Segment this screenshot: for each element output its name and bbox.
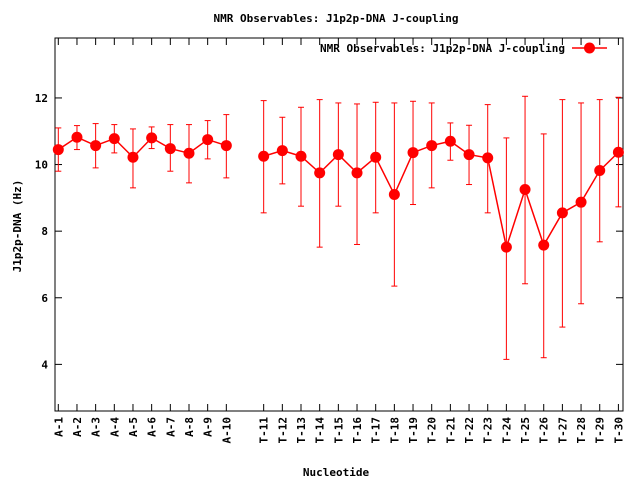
data-point bbox=[90, 140, 102, 152]
x-tick-label: A-9 bbox=[202, 417, 215, 437]
x-tick-label: A-4 bbox=[108, 417, 121, 437]
data-point bbox=[351, 167, 363, 179]
data-point bbox=[444, 135, 456, 147]
series-line-segment bbox=[263, 140, 619, 251]
x-tick-label: T-17 bbox=[370, 417, 383, 444]
data-point bbox=[482, 152, 494, 164]
data-point bbox=[202, 134, 214, 146]
x-tick-label: A-2 bbox=[71, 417, 84, 437]
data-point bbox=[295, 150, 307, 162]
x-tick-label: T-11 bbox=[258, 417, 271, 444]
x-tick-label: T-28 bbox=[575, 417, 588, 444]
y-tick-label: 4 bbox=[41, 358, 48, 371]
x-tick-label: T-25 bbox=[519, 417, 532, 444]
x-tick-label: A-7 bbox=[164, 417, 177, 437]
x-tick-label: T-24 bbox=[500, 417, 513, 444]
x-tick-label: T-30 bbox=[612, 417, 625, 444]
data-point bbox=[426, 140, 438, 152]
data-point bbox=[575, 196, 587, 208]
x-tick-label: T-29 bbox=[594, 417, 607, 444]
data-point bbox=[463, 149, 475, 161]
data-point bbox=[314, 167, 326, 179]
data-point bbox=[71, 131, 83, 143]
x-tick-label: A-10 bbox=[220, 417, 233, 444]
x-axis-ticks: A-1 A-2 A-3 A-4 A-5 A-6 A-7 A-8 A-9 A-10 T-11 T-12 T… bbox=[52, 38, 625, 444]
x-tick-label: T-16 bbox=[351, 417, 364, 444]
data-point bbox=[276, 145, 288, 157]
y-tick-label: 6 bbox=[41, 292, 48, 305]
data-point bbox=[127, 151, 139, 163]
data-point bbox=[388, 189, 400, 201]
data-point bbox=[407, 147, 419, 159]
x-tick-label: T-18 bbox=[388, 417, 401, 444]
data-point bbox=[146, 132, 158, 144]
data-point bbox=[258, 150, 270, 162]
y-tick-label: 12 bbox=[35, 92, 48, 105]
x-tick-label: T-27 bbox=[556, 417, 569, 444]
x-tick-label: T-26 bbox=[538, 417, 551, 444]
x-tick-label: A-1 bbox=[52, 417, 65, 437]
data-point bbox=[183, 147, 195, 159]
x-tick-label: T-15 bbox=[332, 417, 345, 444]
x-axis-label: Nucleotide bbox=[303, 466, 370, 479]
y-tick-label: 10 bbox=[35, 159, 48, 172]
series-points bbox=[52, 131, 624, 253]
x-tick-label: A-6 bbox=[146, 417, 159, 437]
y-axis-label: J1p2p-DNA (Hz) bbox=[11, 180, 24, 273]
data-point bbox=[556, 207, 568, 219]
x-tick-label: T-14 bbox=[314, 417, 327, 444]
data-point bbox=[594, 165, 606, 177]
data-point bbox=[519, 184, 531, 196]
x-tick-label: A-8 bbox=[183, 417, 196, 437]
x-tick-label: T-23 bbox=[482, 417, 495, 444]
x-tick-label: T-13 bbox=[295, 417, 308, 444]
legend-marker-sample bbox=[584, 42, 595, 54]
series-line-segment bbox=[57, 136, 227, 159]
data-point bbox=[332, 149, 344, 161]
data-point bbox=[220, 140, 232, 152]
error-bars bbox=[55, 95, 622, 360]
chart-title: NMR Observables: J1p2p-DNA J-coupling bbox=[213, 12, 458, 25]
x-tick-label: A-3 bbox=[90, 417, 103, 437]
x-tick-label: A-5 bbox=[127, 417, 140, 437]
x-tick-label: T-21 bbox=[444, 417, 457, 444]
legend: NMR Observables: J1p2p-DNA J-coupling bbox=[320, 42, 607, 55]
x-tick-label: T-22 bbox=[463, 417, 476, 444]
y-tick-label: 8 bbox=[41, 225, 48, 238]
data-point bbox=[370, 151, 382, 163]
x-tick-label: T-12 bbox=[276, 417, 289, 444]
y-axis-ticks: 4 6 8 10 12 bbox=[35, 92, 623, 371]
x-tick-label: T-20 bbox=[426, 417, 439, 444]
plot-area-frame bbox=[54, 37, 624, 412]
x-tick-label: T-19 bbox=[407, 417, 420, 444]
data-point bbox=[164, 143, 176, 155]
data-point bbox=[500, 241, 512, 253]
data-point bbox=[108, 133, 120, 145]
data-point bbox=[538, 239, 550, 251]
data-point bbox=[612, 146, 624, 158]
legend-entry-label: NMR Observables: J1p2p-DNA J-coupling bbox=[320, 42, 565, 55]
data-point bbox=[52, 144, 64, 156]
